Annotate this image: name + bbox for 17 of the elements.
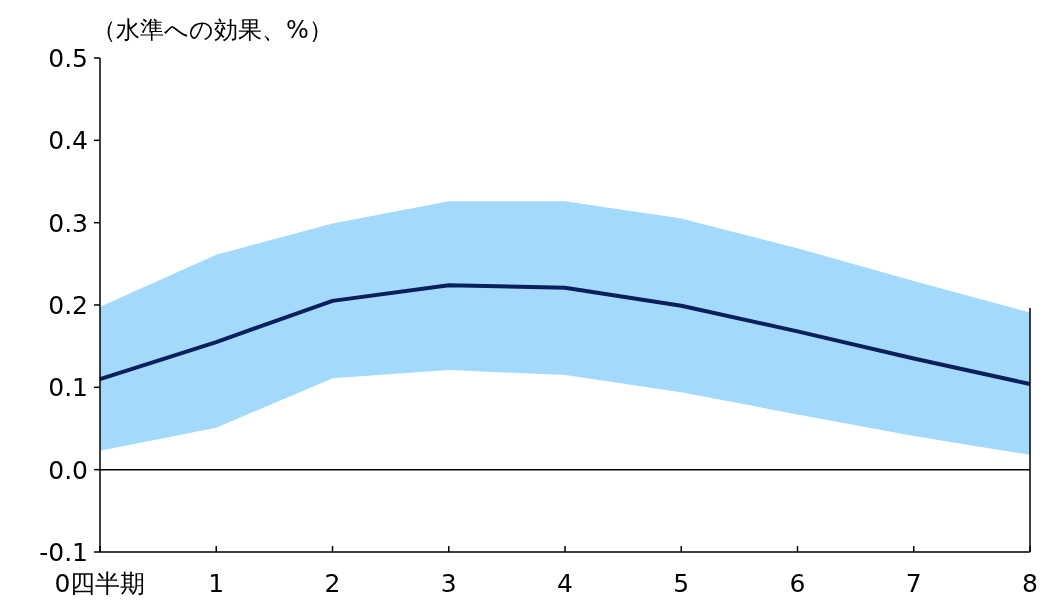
x-tick-label: 8 <box>1022 569 1038 598</box>
x-tick-label: 2 <box>324 569 341 598</box>
x-tick-label: 1 <box>208 569 225 598</box>
y-tick-label: 0.1 <box>48 373 88 403</box>
y-tick-label: 0.3 <box>48 208 88 238</box>
y-tick-label: -0.1 <box>39 538 88 567</box>
x-tick-label: 0四半期 <box>54 569 146 598</box>
y-tick-label: 0.0 <box>48 455 88 485</box>
x-tick-label: 6 <box>789 569 806 598</box>
y-tick-label: 0.2 <box>48 291 88 320</box>
y-tick-label: 0.5 <box>48 44 88 73</box>
y-axis-title: （水準への効果、%） <box>92 16 333 44</box>
x-tick-label: 4 <box>557 569 573 598</box>
x-tick-label: 5 <box>673 569 690 598</box>
x-tick-label: 3 <box>440 569 457 598</box>
x-tick-label: 7 <box>905 569 922 598</box>
y-tick-label: 0.4 <box>48 126 88 156</box>
